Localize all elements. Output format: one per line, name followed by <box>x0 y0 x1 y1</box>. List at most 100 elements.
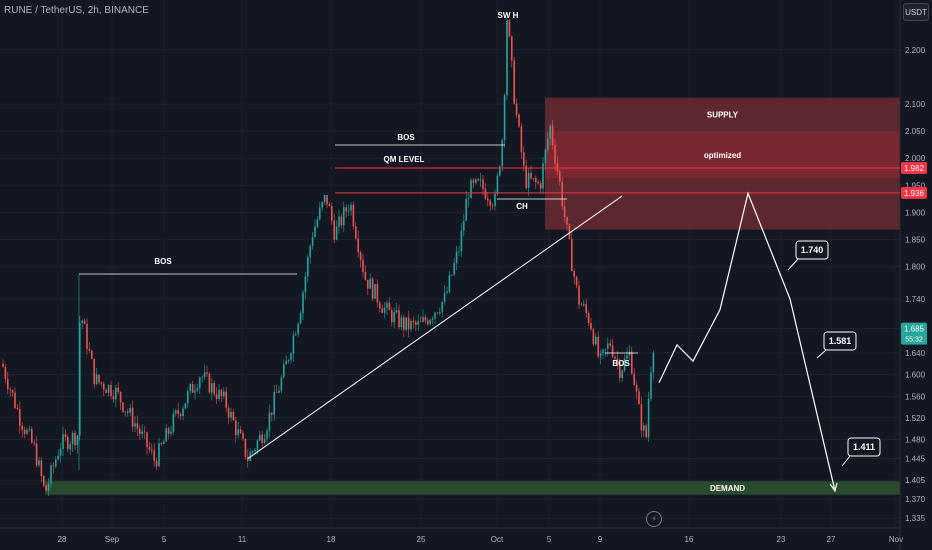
lightning-icon[interactable]: ⚡ <box>646 511 662 527</box>
candle-body <box>419 321 422 322</box>
candle-body <box>50 465 52 484</box>
candle-body <box>535 178 537 183</box>
candle-body <box>129 407 131 413</box>
candle-body <box>172 413 175 432</box>
target-label: 1.581 <box>829 336 852 346</box>
candle-body <box>381 308 383 313</box>
target-pointer <box>787 258 799 271</box>
candle-body <box>177 410 179 414</box>
candle-body <box>333 220 335 240</box>
candle-body <box>357 238 359 253</box>
candle-body <box>21 425 23 430</box>
x-tick-label: 18 <box>327 535 336 544</box>
candle-body <box>122 402 124 412</box>
candle-body <box>304 276 307 293</box>
candle-body <box>47 483 50 491</box>
y-tick-label: 1.445 <box>905 454 926 463</box>
candle-body <box>59 448 62 456</box>
candle-body <box>638 391 640 405</box>
candle-body <box>477 179 479 181</box>
candle-body <box>515 103 518 115</box>
candle-body <box>316 219 319 227</box>
candle-body <box>352 204 355 227</box>
candle-body <box>134 423 136 427</box>
candle-body <box>463 221 465 231</box>
annotation-label: BOS <box>154 257 172 266</box>
candle-body <box>91 350 93 359</box>
candle-body <box>23 429 26 434</box>
candle-body <box>568 224 571 239</box>
candle-body <box>57 455 59 460</box>
zone-rect <box>545 178 900 230</box>
time-axis: 28 Sep 5 11 18 25 Oct 5 9 16 23 27 Nov <box>0 527 903 544</box>
candle-body <box>367 279 369 289</box>
candle-body <box>587 312 590 324</box>
candle-body <box>19 408 21 426</box>
candle-body <box>45 485 47 491</box>
candle-body <box>395 310 398 313</box>
candle-body <box>635 384 638 392</box>
candle-body <box>554 145 556 164</box>
candle-body <box>35 443 38 466</box>
target-box <box>847 437 881 457</box>
candle-body <box>31 429 33 443</box>
candle-body <box>518 114 520 127</box>
candle-body <box>151 449 153 451</box>
y-tick-label: 2.050 <box>905 127 926 136</box>
annotation-label: QM LEVEL <box>384 155 425 164</box>
candle-body <box>9 389 11 391</box>
candle-body <box>491 205 494 207</box>
candle-body <box>619 361 621 378</box>
candle-body <box>467 198 470 199</box>
candle-body <box>525 165 527 188</box>
candle-body <box>578 285 580 305</box>
candle-body <box>566 216 568 225</box>
candle-body <box>345 207 347 212</box>
currency-button[interactable]: USDT <box>903 3 929 21</box>
trend-line <box>247 195 623 459</box>
target-label: 1.740 <box>801 245 824 255</box>
candle-body <box>83 320 86 324</box>
candle-body <box>40 460 43 477</box>
candle-body <box>206 372 208 374</box>
candle-body <box>283 364 285 378</box>
candle-body <box>614 356 616 359</box>
candle-body <box>182 408 184 417</box>
candle-body <box>503 95 506 141</box>
candle-body <box>347 210 350 212</box>
target-box <box>795 240 829 260</box>
candle-body <box>160 443 163 444</box>
zone-label: optimized <box>704 151 741 160</box>
candle-body <box>299 313 302 324</box>
candle-body <box>292 335 295 354</box>
candle-body <box>410 321 412 330</box>
candle-body <box>117 387 119 392</box>
candle-body <box>242 433 244 439</box>
candle-body <box>239 429 242 434</box>
y-tick-label: 1.370 <box>905 495 926 504</box>
candle-body <box>439 312 441 314</box>
y-tick-label: 1.520 <box>905 414 926 423</box>
candle-body <box>290 353 292 360</box>
candle-body <box>335 226 338 240</box>
candle-body <box>453 263 455 275</box>
candle-body <box>386 302 388 308</box>
candle-body <box>359 252 362 260</box>
candle-body <box>470 180 472 199</box>
candle-body <box>170 431 172 434</box>
candle-body <box>640 404 643 431</box>
candle-body <box>563 206 566 217</box>
candle-body <box>343 207 345 226</box>
candle-body <box>273 391 275 415</box>
annotation-label: BOS <box>397 133 415 142</box>
candle-body <box>472 180 475 183</box>
candle-body <box>537 182 539 184</box>
candle-body <box>556 163 559 172</box>
x-tick-label: 28 <box>58 535 67 544</box>
candle-body <box>191 384 194 393</box>
candle-body <box>323 194 326 203</box>
price-badge-label: 1.982 <box>904 164 925 173</box>
candle-body <box>179 413 182 417</box>
candle-body <box>167 428 170 434</box>
